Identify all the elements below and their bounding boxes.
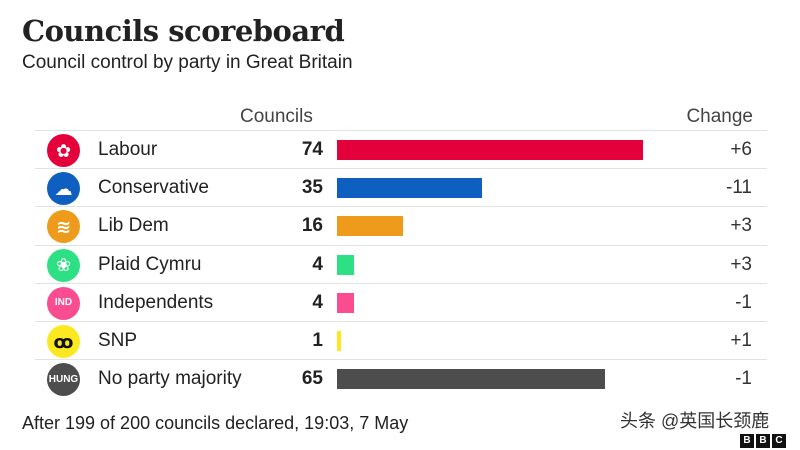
bar-no-party-majority	[337, 369, 606, 390]
council-count: 4	[312, 253, 323, 275]
table-row: HUNG No party majority 65 -1	[35, 359, 767, 398]
table-row: ≋ Lib Dem 16 +3	[35, 206, 767, 245]
snp-icon: ꝏ	[47, 325, 80, 358]
party-label: Plaid Cymru	[98, 253, 202, 275]
party-label: SNP	[98, 330, 138, 351]
party-label: Conservative	[98, 177, 209, 199]
change-value: +1	[730, 330, 752, 351]
councils-header: Councils	[240, 106, 313, 127]
bar-plaid-cymru	[337, 254, 354, 275]
bar-independents	[337, 292, 354, 313]
hung-icon: HUNG	[47, 363, 80, 397]
watermark: 头条 @英国长颈鹿	[620, 411, 770, 431]
council-count: 16	[301, 215, 323, 237]
council-count: 4	[312, 291, 323, 313]
footnote: After 199 of 200 councils declared, 19:0…	[22, 413, 409, 433]
table-row: ꝏ SNP 1 +1	[35, 321, 767, 360]
council-count: 65	[301, 368, 323, 390]
party-label: No party majority	[98, 368, 242, 390]
change-value: +3	[730, 253, 752, 275]
change-value: +3	[730, 215, 752, 237]
bar-conservative	[337, 178, 482, 199]
council-count: 1	[312, 330, 323, 351]
party-label: Lib Dem	[98, 215, 169, 237]
change-header: Change	[686, 106, 753, 127]
bar-snp	[337, 331, 342, 351]
change-value: +6	[730, 139, 752, 160]
change-value: -11	[725, 177, 752, 199]
labour-rose-icon: ✿	[47, 134, 80, 167]
bbc-logo-letter: C	[772, 434, 786, 448]
table-row: ❀ Plaid Cymru 4 +3	[35, 244, 767, 284]
chart-subtitle: Council control by party in Great Britai…	[22, 52, 353, 73]
party-label: Labour	[98, 139, 158, 160]
table-row: ☁ Conservative 35 -11	[35, 168, 767, 207]
change-value: -1	[735, 291, 752, 313]
chart-title: Councils scoreboard	[22, 14, 345, 48]
independent-icon: IND	[47, 286, 80, 320]
bar-lib-dem	[337, 216, 404, 237]
council-count: 35	[301, 177, 323, 199]
lib-dem-bird-icon: ≋	[47, 210, 80, 244]
change-value: -1	[735, 368, 752, 390]
plaid-cymru-flower-icon: ❀	[47, 248, 80, 282]
bbc-logo-letter: B	[740, 434, 754, 448]
conservative-tree-icon: ☁	[47, 172, 80, 206]
council-count: 74	[301, 139, 323, 160]
table-row: ✿ Labour 74 +6	[35, 130, 767, 169]
party-label: Independents	[98, 291, 214, 313]
bar-labour	[337, 140, 643, 160]
table-row: IND Independents 4 -1	[35, 282, 767, 322]
bbc-logo-letter: B	[756, 434, 770, 448]
